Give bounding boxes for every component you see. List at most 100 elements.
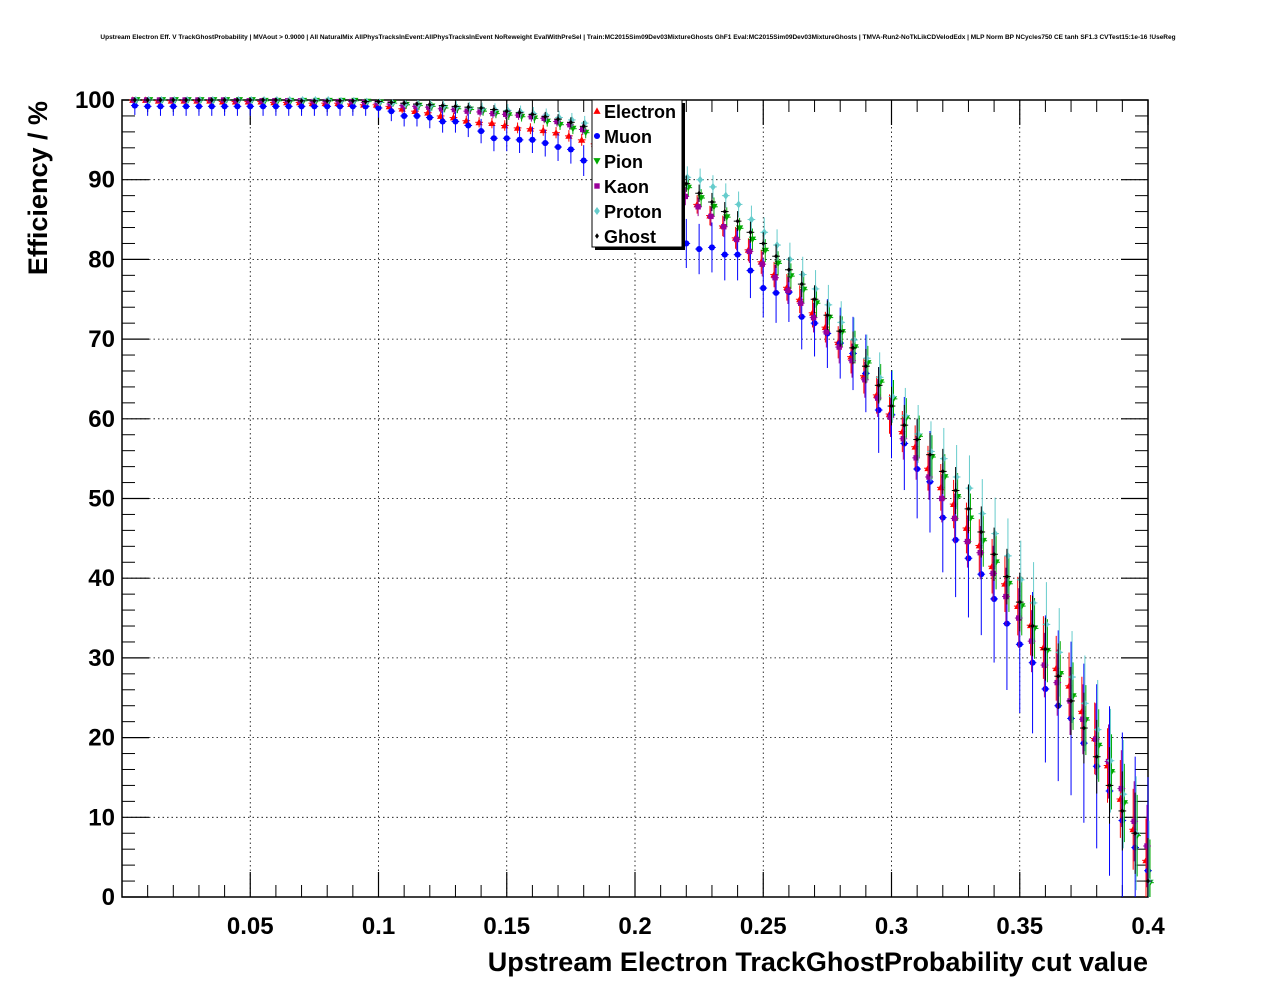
- data-point: [465, 122, 472, 129]
- y-tick-label: 60: [88, 406, 115, 433]
- data-point: [171, 97, 176, 103]
- data-point: [734, 251, 741, 258]
- data-point: [978, 571, 985, 578]
- y-tick-label: 90: [88, 167, 115, 194]
- y-tick-label: 20: [88, 725, 115, 752]
- data-point: [132, 97, 137, 103]
- legend-label: Kaon: [604, 177, 649, 197]
- data-point: [1005, 551, 1011, 560]
- data-point: [746, 248, 753, 255]
- legend-marker: [593, 132, 601, 140]
- data-point: [131, 102, 138, 109]
- data-point: [811, 320, 818, 327]
- data-point: [311, 103, 318, 110]
- data-point: [504, 108, 509, 114]
- data-point: [477, 109, 483, 115]
- data-point: [350, 98, 355, 104]
- data-point: [927, 451, 932, 458]
- data-point: [735, 218, 740, 224]
- data-point: [1029, 659, 1036, 666]
- data-point: [145, 97, 150, 103]
- data-point: [952, 536, 959, 544]
- data-point: [761, 228, 768, 237]
- data-point: [851, 345, 856, 351]
- data-point: [951, 515, 958, 522]
- data-point: [235, 97, 240, 103]
- data-point: [401, 112, 408, 120]
- data-point: [490, 135, 497, 142]
- data-point: [913, 455, 919, 461]
- y-tick-label: 30: [88, 645, 115, 672]
- data-point: [1056, 673, 1061, 679]
- data-point: [953, 473, 960, 481]
- data-point: [774, 241, 780, 250]
- data-point: [722, 208, 727, 215]
- data-point: [759, 261, 765, 267]
- x-tick-label: 0.1: [362, 913, 395, 940]
- legend-label: Electron: [604, 102, 676, 122]
- data-point: [875, 406, 882, 414]
- data-point: [184, 97, 189, 103]
- data-point: [902, 422, 907, 428]
- data-point: [991, 595, 998, 602]
- data-point: [1080, 716, 1086, 722]
- data-point: [1003, 620, 1010, 627]
- data-point: [503, 111, 509, 118]
- y-tick-label: 50: [88, 486, 115, 513]
- data-point: [992, 529, 998, 538]
- data-point: [285, 103, 292, 110]
- data-point: [760, 285, 767, 292]
- data-point: [158, 97, 163, 103]
- data-point: [747, 267, 754, 274]
- data-point: [915, 436, 920, 443]
- legend-label: Proton: [604, 202, 662, 222]
- data-point: [682, 193, 688, 200]
- data-point: [810, 314, 817, 321]
- data-point: [722, 191, 729, 200]
- data-point: [529, 136, 536, 143]
- data-point: [516, 136, 523, 143]
- y-axis-title: Efficiency / %: [23, 101, 53, 275]
- data-point: [324, 103, 331, 110]
- data-point: [710, 182, 716, 191]
- data-point: [541, 115, 547, 122]
- data-point: [721, 224, 727, 230]
- data-point: [940, 454, 947, 463]
- legend-label: Ghost: [604, 227, 656, 247]
- data-point: [914, 465, 921, 473]
- data-point: [1107, 756, 1114, 765]
- y-tick-label: 10: [88, 804, 115, 831]
- data-point: [1133, 830, 1138, 836]
- data-point: [823, 329, 830, 335]
- data-point: [836, 344, 842, 350]
- data-point: [578, 136, 586, 143]
- y-tick-label: 100: [75, 87, 115, 114]
- legend-item-kaon: Kaon: [594, 177, 649, 197]
- data-point: [887, 414, 894, 420]
- y-tick-label: 0: [102, 884, 115, 911]
- data-point: [581, 123, 586, 130]
- data-point: [488, 119, 496, 126]
- data-point: [1069, 698, 1074, 704]
- data-point: [375, 104, 382, 112]
- data-point: [990, 570, 996, 577]
- data-point: [838, 328, 843, 334]
- legend-marker: [593, 107, 601, 114]
- data-point: [491, 106, 496, 113]
- data-point: [863, 354, 870, 363]
- data-point: [966, 506, 971, 512]
- legend-item-muon: Muon: [593, 127, 652, 147]
- data-point: [939, 495, 945, 502]
- data-point: [426, 114, 433, 121]
- data-point: [157, 103, 164, 110]
- data-point: [363, 98, 368, 105]
- data-point: [438, 106, 445, 112]
- data-point: [543, 114, 548, 120]
- data-point: [1054, 679, 1060, 686]
- x-tick-label: 0.4: [1131, 913, 1165, 940]
- data-point: [992, 551, 997, 557]
- data-point: [1144, 843, 1150, 849]
- data-point: [825, 312, 830, 318]
- data-point: [940, 468, 945, 475]
- data-point: [1016, 641, 1023, 648]
